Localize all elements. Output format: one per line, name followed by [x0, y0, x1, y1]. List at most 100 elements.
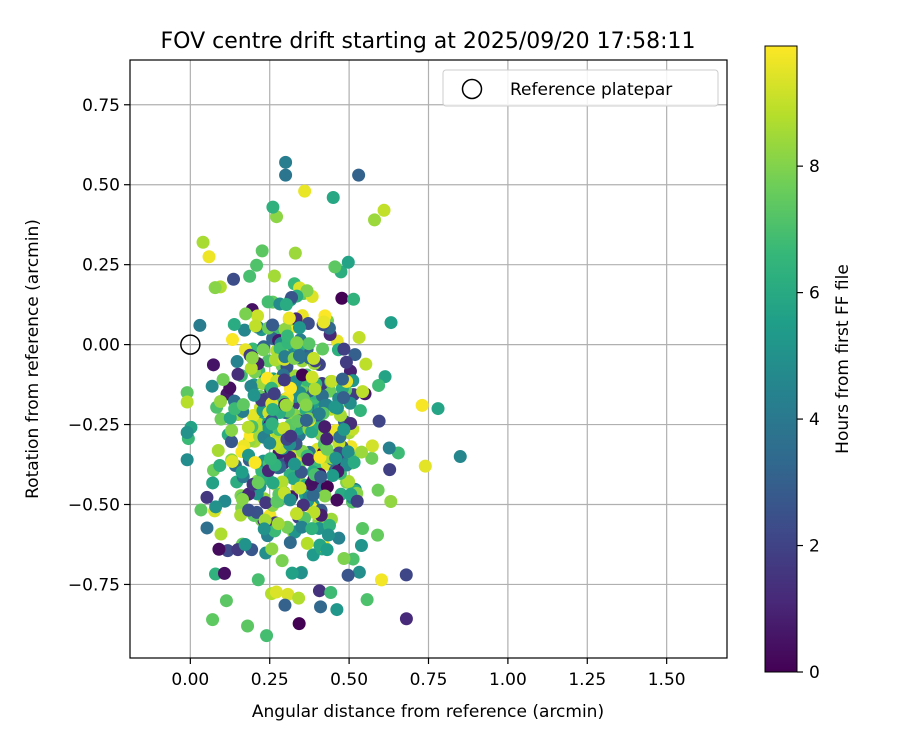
data-point	[339, 355, 353, 369]
data-point	[278, 598, 292, 612]
data-point	[337, 423, 351, 437]
data-point	[243, 269, 257, 283]
data-point	[352, 565, 366, 579]
data-point	[352, 168, 366, 182]
data-point	[325, 374, 339, 388]
data-point	[202, 250, 216, 264]
data-point	[257, 522, 271, 536]
data-point	[225, 454, 239, 468]
data-point	[324, 586, 338, 600]
y-tick-label: −0.75	[68, 575, 120, 595]
data-point	[205, 379, 219, 393]
legend-box	[442, 69, 719, 107]
data-point	[299, 413, 313, 427]
data-point	[288, 246, 302, 260]
data-point	[365, 439, 379, 453]
data-point	[225, 423, 239, 437]
data-point	[280, 329, 294, 343]
y-tick-label: 0.00	[82, 336, 120, 356]
data-point	[193, 318, 207, 332]
data-point	[206, 476, 220, 490]
data-point	[267, 269, 281, 283]
data-point	[279, 398, 293, 412]
data-point	[347, 455, 361, 469]
x-tick-label: 1.00	[489, 670, 527, 690]
data-point	[219, 594, 233, 608]
data-point	[217, 566, 231, 580]
data-point	[305, 370, 319, 384]
data-point	[206, 358, 220, 372]
data-point	[289, 507, 303, 521]
data-point	[282, 311, 296, 325]
data-point	[342, 475, 356, 489]
data-point	[318, 420, 332, 434]
data-point	[235, 493, 249, 507]
data-point	[266, 200, 280, 214]
data-point	[384, 316, 398, 330]
data-point	[320, 442, 334, 456]
data-point	[180, 426, 194, 440]
data-point	[224, 435, 238, 449]
data-point	[318, 489, 332, 503]
data-point	[306, 488, 320, 502]
data-point	[384, 494, 398, 508]
data-point	[347, 292, 361, 306]
data-point	[206, 613, 220, 627]
data-point	[180, 453, 194, 467]
data-point	[265, 417, 279, 431]
data-point	[241, 619, 255, 633]
data-point	[368, 213, 382, 227]
data-point	[295, 520, 309, 534]
data-point	[353, 404, 367, 418]
data-point	[236, 398, 250, 412]
colorbar-tick-label: 2	[809, 537, 820, 557]
data-point	[212, 542, 226, 556]
data-point	[377, 203, 391, 217]
y-axis-label: Rotation from reference (arcmin)	[23, 219, 43, 499]
legend-label-reference: Reference platepar	[510, 80, 672, 100]
data-point	[247, 388, 261, 402]
data-point	[372, 378, 386, 392]
data-point	[355, 445, 369, 459]
data-point	[348, 348, 362, 362]
data-point	[329, 451, 343, 465]
data-point	[453, 450, 467, 464]
y-tick-label: 0.75	[82, 96, 120, 116]
data-point	[336, 391, 350, 405]
data-point	[275, 554, 289, 568]
data-point	[244, 361, 258, 375]
data-point	[415, 398, 429, 412]
data-point	[316, 342, 330, 356]
data-point	[356, 521, 370, 535]
data-point	[294, 566, 308, 580]
data-point	[279, 168, 293, 182]
data-point	[263, 436, 277, 450]
data-point	[271, 517, 285, 531]
data-point	[399, 568, 413, 582]
data-point	[341, 445, 355, 459]
data-point	[330, 493, 344, 507]
data-point	[200, 490, 214, 504]
data-point	[239, 307, 253, 321]
data-point	[341, 255, 355, 269]
data-point	[248, 319, 262, 333]
data-point	[180, 386, 194, 400]
data-point	[225, 333, 239, 347]
data-point	[265, 542, 279, 556]
colorbar-tick-label: 8	[809, 157, 820, 177]
y-tick-label: −0.50	[68, 496, 120, 516]
x-tick-label: 0.00	[171, 670, 209, 690]
data-point	[251, 476, 265, 490]
data-point	[250, 258, 264, 272]
y-tick-label: 0.50	[82, 176, 120, 196]
y-tick-label: −0.25	[68, 416, 120, 436]
data-point	[293, 321, 307, 335]
data-point	[431, 402, 445, 416]
data-point	[350, 494, 364, 508]
data-point	[266, 403, 280, 417]
data-point	[359, 357, 373, 371]
data-point	[298, 184, 312, 198]
data-point	[235, 465, 249, 479]
data-point	[307, 505, 321, 519]
data-point	[292, 348, 306, 362]
